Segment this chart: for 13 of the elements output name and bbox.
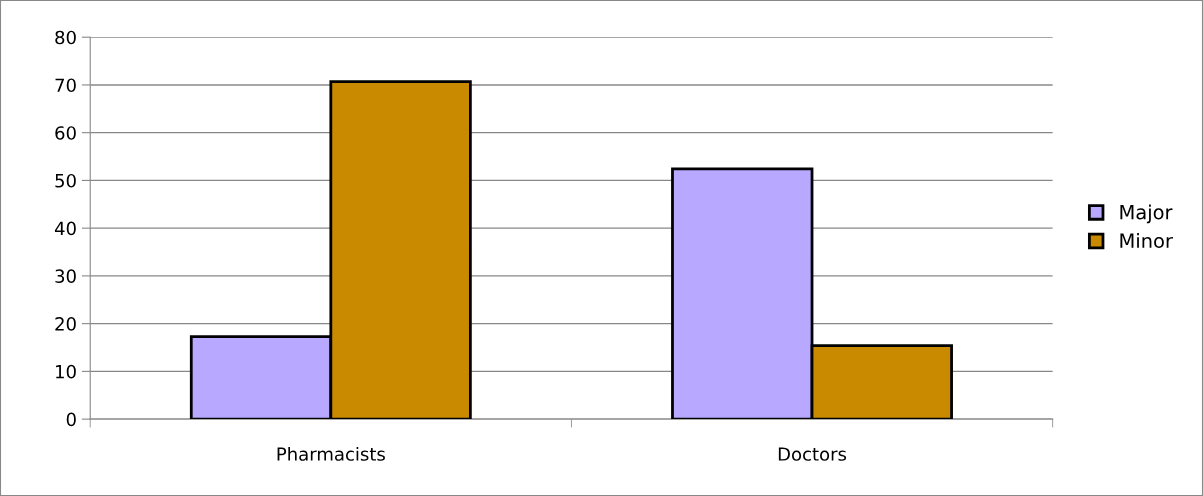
y-tick-label: 10 bbox=[56, 364, 76, 379]
legend-label: Major bbox=[1120, 204, 1173, 224]
y-tick-label: 80 bbox=[55, 30, 76, 45]
y-tick-label: 40 bbox=[54, 221, 76, 236]
y-tick-label: 30 bbox=[55, 269, 76, 284]
y-tick-label: 20 bbox=[55, 317, 76, 331]
y-tick-label: 0 bbox=[66, 412, 76, 427]
y-tick-label: 70 bbox=[55, 78, 76, 93]
y-tick-label: 50 bbox=[55, 173, 76, 188]
y-tick-label: 60 bbox=[55, 126, 76, 140]
x-tick-label: Doctors bbox=[778, 447, 847, 461]
legend-label: Minor bbox=[1120, 233, 1173, 249]
x-tick-label: Pharmacists bbox=[277, 446, 385, 461]
